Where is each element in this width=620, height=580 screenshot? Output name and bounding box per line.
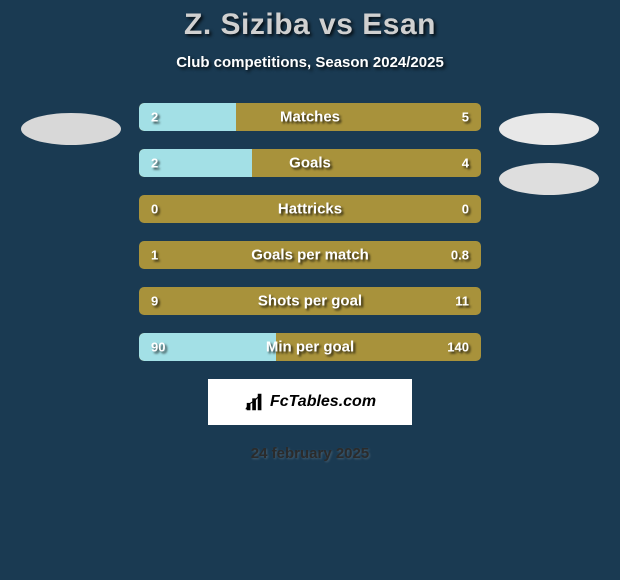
stat-label: Matches bbox=[280, 109, 340, 126]
page-title: Z. Siziba vs Esan bbox=[184, 8, 436, 42]
stat-left-value: 9 bbox=[151, 294, 158, 309]
stat-label: Hattricks bbox=[278, 201, 342, 218]
stat-left-value: 90 bbox=[151, 340, 165, 355]
stat-left-value: 2 bbox=[151, 110, 158, 125]
bar-chart-icon bbox=[244, 391, 266, 413]
date-label: 24 february 2025 bbox=[251, 445, 369, 462]
brand-badge: FcTables.com bbox=[208, 379, 412, 425]
player-avatar-right bbox=[499, 113, 599, 145]
stat-right-value: 140 bbox=[447, 340, 469, 355]
stat-bar-goals-per-match: 1 Goals per match 0.8 bbox=[139, 241, 481, 269]
stats-comparison-card: Z. Siziba vs Esan Club competitions, Sea… bbox=[0, 0, 620, 462]
subtitle: Club competitions, Season 2024/2025 bbox=[176, 54, 444, 71]
stat-left-value: 1 bbox=[151, 248, 158, 263]
stat-label: Min per goal bbox=[266, 339, 354, 356]
stat-bars: 2 Matches 5 2 Goals 4 0 Hattricks 0 1 Go… bbox=[139, 103, 481, 361]
brand-inner: FcTables.com bbox=[244, 391, 376, 413]
brand-text: FcTables.com bbox=[270, 393, 376, 411]
stat-right-value: 5 bbox=[462, 110, 469, 125]
stat-bar-goals: 2 Goals 4 bbox=[139, 149, 481, 177]
right-avatars bbox=[499, 103, 599, 195]
stat-right-value: 0 bbox=[462, 202, 469, 217]
stat-bar-min-per-goal: 90 Min per goal 140 bbox=[139, 333, 481, 361]
stat-bar-matches: 2 Matches 5 bbox=[139, 103, 481, 131]
stat-right-value: 0.8 bbox=[451, 248, 469, 263]
stat-bar-shots-per-goal: 9 Shots per goal 11 bbox=[139, 287, 481, 315]
player-avatar-left bbox=[21, 113, 121, 145]
stat-label: Goals per match bbox=[251, 247, 369, 264]
left-avatars bbox=[21, 103, 121, 145]
player-avatar-right bbox=[499, 163, 599, 195]
stat-left-value: 0 bbox=[151, 202, 158, 217]
stat-right-value: 4 bbox=[462, 156, 469, 171]
stat-left-value: 2 bbox=[151, 156, 158, 171]
stat-label: Shots per goal bbox=[258, 293, 362, 310]
chart-area: 2 Matches 5 2 Goals 4 0 Hattricks 0 1 Go… bbox=[0, 103, 620, 361]
stat-label: Goals bbox=[289, 155, 331, 172]
stat-right-value: 11 bbox=[455, 294, 469, 309]
stat-bar-hattricks: 0 Hattricks 0 bbox=[139, 195, 481, 223]
